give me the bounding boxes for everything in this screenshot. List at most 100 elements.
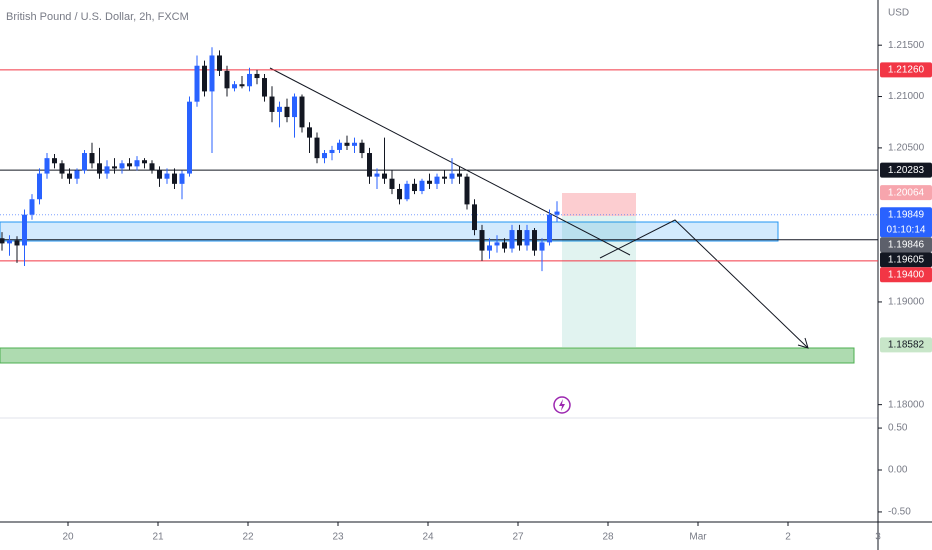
price-label: 1.19400 <box>888 269 925 280</box>
candle-body <box>487 245 492 251</box>
candle-body <box>74 170 80 179</box>
price-label-box <box>880 62 932 78</box>
zone-box <box>0 221 779 242</box>
candle-body <box>164 173 170 179</box>
x-tick-label: 23 <box>332 532 344 543</box>
candle-body <box>14 240 20 246</box>
candle-body <box>412 183 417 192</box>
alert-icon[interactable] <box>553 396 571 414</box>
x-tick-label: 22 <box>242 532 254 543</box>
candle-body <box>389 178 395 189</box>
candle-body <box>299 96 305 128</box>
price-label-box <box>880 162 932 178</box>
candle-body <box>502 242 507 249</box>
price-label: 1.20283 <box>888 165 925 176</box>
x-tick-label: 28 <box>602 532 614 543</box>
trend-line <box>269 67 631 256</box>
candle-body <box>172 173 177 184</box>
candle-body <box>194 65 200 102</box>
candle-body <box>314 137 320 159</box>
candle-body <box>277 106 282 112</box>
candle-body <box>239 84 245 87</box>
candle-body <box>427 180 432 184</box>
x-tick-label: 27 <box>512 532 524 543</box>
x-tick-label: 24 <box>422 532 434 543</box>
profit-box <box>562 216 636 347</box>
candle-body <box>307 127 312 138</box>
candle-body <box>82 153 87 171</box>
candle-body <box>209 55 215 92</box>
price-label: 1.19846 <box>888 239 925 250</box>
candle-body <box>292 96 297 118</box>
y-tick-label: -0.50 <box>888 507 911 518</box>
candle-body <box>254 73 260 79</box>
y-tick-label: 1.21000 <box>888 91 925 102</box>
currency-label: USD <box>888 8 909 19</box>
candle-body <box>539 242 545 251</box>
candle-body <box>134 160 140 167</box>
candle-body <box>397 188 402 200</box>
price-label-box <box>880 237 932 253</box>
candle-body <box>404 183 410 200</box>
candle-body <box>464 176 470 205</box>
path-arrow <box>599 219 809 349</box>
target-zone <box>0 347 855 364</box>
candle-body <box>359 142 365 154</box>
y-tick-label: 0.00 <box>888 465 908 476</box>
y-tick-label: 1.20500 <box>888 143 925 154</box>
candle-body <box>284 106 290 118</box>
chart-title: British Pound / U.S. Dollar, 2h, FXCM <box>6 11 189 23</box>
stop-box <box>562 193 636 216</box>
y-tick-label: 1.18000 <box>888 399 925 410</box>
x-tick-label: Mar <box>689 532 707 543</box>
candle-body <box>434 176 440 184</box>
candle-body <box>532 230 537 251</box>
candles <box>0 47 560 272</box>
x-tick-label: 20 <box>62 532 74 543</box>
candle-body <box>119 163 125 169</box>
candle-body <box>367 153 372 177</box>
candle-body <box>104 166 110 174</box>
price-label: 1.20064 <box>888 187 925 198</box>
candle-body <box>7 240 12 244</box>
candle-body <box>29 199 35 215</box>
candle-body <box>149 163 155 171</box>
candle-body <box>22 214 27 246</box>
candle-body <box>157 170 162 179</box>
candle-body <box>127 163 132 167</box>
candle-body <box>0 238 5 244</box>
candle-body <box>547 214 552 243</box>
x-tick-label: 21 <box>152 532 164 543</box>
candle-body <box>329 149 335 154</box>
price-label-box <box>880 185 932 201</box>
price-label: 1.19605 <box>888 254 925 265</box>
candle-body <box>554 211 560 215</box>
price-label-box <box>880 207 932 238</box>
candle-body <box>472 204 477 231</box>
candle-body <box>479 230 485 251</box>
candle-body <box>202 65 207 92</box>
candle-body <box>509 230 515 249</box>
candle-body <box>322 153 327 159</box>
y-tick-label: 1.21500 <box>888 40 925 51</box>
candle-body <box>374 173 380 177</box>
candle-body <box>517 230 522 246</box>
candle-body <box>344 142 350 146</box>
candle-body <box>44 158 50 174</box>
candle-body <box>457 173 462 177</box>
price-label-box <box>880 337 932 353</box>
candle-body <box>524 230 530 246</box>
candle-body <box>494 242 500 246</box>
candle-body <box>269 96 275 112</box>
candle-body <box>442 176 447 179</box>
candle-body <box>179 173 185 184</box>
x-tick-label: 3 <box>875 532 881 543</box>
candle-body <box>67 173 72 179</box>
candle-body <box>247 73 252 87</box>
candle-body <box>419 180 425 192</box>
candle-body <box>52 158 57 164</box>
candle-body <box>187 101 192 174</box>
candle-body <box>37 173 42 200</box>
candle-body <box>449 173 455 179</box>
